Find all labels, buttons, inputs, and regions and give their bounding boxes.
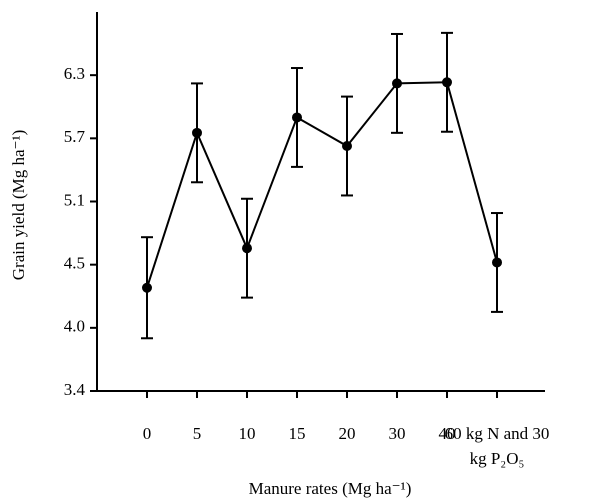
point [492, 257, 502, 268]
point [442, 77, 452, 88]
y-axis-title: Grain yield (Mg ha⁻¹) [9, 130, 28, 281]
x-tick-label: 60 kg N and 30 kg P₂O₅ [444, 424, 550, 468]
y-tick-label: 6.3 [64, 64, 85, 83]
point [192, 127, 202, 138]
x-tick-label: 40 [438, 424, 456, 443]
x-tick-label: 20 [338, 424, 356, 443]
x-tick-label: 5 [192, 424, 202, 443]
point [342, 141, 352, 152]
y-tick-label: 4.0 [64, 317, 85, 336]
point [292, 112, 302, 123]
x-tick-label: 15 [288, 424, 306, 443]
y-tick-label: 5.1 [64, 190, 85, 209]
line [146, 81, 498, 289]
y-tick-label: 3.4 [64, 380, 86, 399]
point [392, 78, 402, 89]
point [242, 243, 252, 254]
x-tick-label: 30 [388, 424, 406, 443]
point [142, 282, 152, 293]
x-axis-title: Manure rates (Mg ha⁻¹) [249, 479, 412, 498]
x-tick-label: 10 [238, 424, 256, 443]
y-tick-label: 4.5 [64, 254, 85, 273]
x-tick-label: 0 [142, 424, 152, 443]
y-tick-label: 5.7 [64, 127, 86, 146]
